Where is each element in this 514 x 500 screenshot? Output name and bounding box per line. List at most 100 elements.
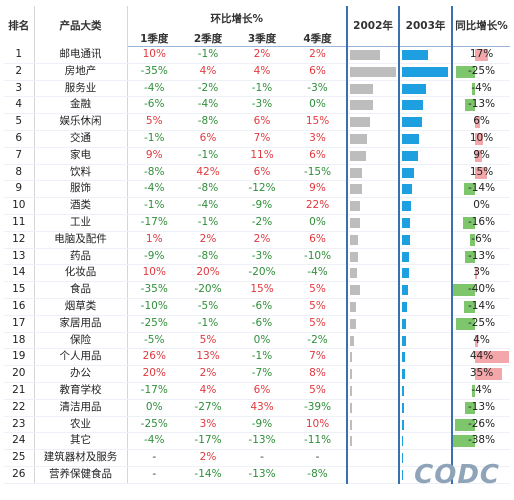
yoy-cell [452,449,511,467]
quarter-cell: 6% [289,147,348,165]
quarter-cell: 4% [181,63,235,81]
yoy-bar [464,183,476,196]
category-cell: 邮电通讯 [34,46,128,64]
bar-2003 [402,369,406,380]
bar-2002-cell [346,164,400,182]
bar-2003 [402,402,405,413]
table-row: 19 个人用品 26% 13% -1% 7% 44% [4,348,511,367]
quarter-cell: 6% [235,113,289,131]
yoy-bar [465,250,476,263]
quarter-cell: -1% [235,348,289,367]
rank-cell: 3 [4,80,35,98]
quarter-cell: -1% [181,46,235,64]
category-cell: 交通 [34,130,128,148]
quarter-cell: 5% [289,281,348,299]
bar-2003-cell [398,399,454,417]
quarter-cell: -7% [235,365,289,383]
yoy-value: -38% [467,434,496,447]
bar-2003-cell [398,197,454,215]
table-row: 1 邮电通讯 10% -1% 2% 2% 17% [4,46,511,64]
yoy-cell: 3% [452,264,511,283]
yoy-value: -25% [467,64,496,77]
bar-2002-cell [346,432,400,451]
bar-2002-cell [346,264,400,283]
quarter-cell: -1% [235,80,289,98]
bar-2003 [402,184,413,195]
bar-2003 [402,335,407,346]
quarter-cell: -4% [127,180,181,199]
bar-2002-cell [346,96,400,115]
table-row: 13 药品 -9% -8% -3% -10% -13% [4,248,511,266]
yoy-bar [452,435,476,448]
bar-2003-cell [398,130,454,148]
rank-cell: 22 [4,399,35,417]
bar-2003 [402,50,429,60]
bar-2002-cell [346,348,400,367]
quarter-cell: -4% [289,264,348,283]
table-row: 16 烟草类 -10% -5% -6% 5% -14% [4,298,511,316]
bar-2002 [350,352,353,363]
category-header: 产品大类 [34,6,128,47]
bar-2003-cell [398,80,454,98]
yoy-cell: -25% [452,63,511,81]
yoy-bar [475,132,484,145]
yoy-cell: 15% [452,164,511,182]
yoy-value: -16% [467,215,496,228]
bar-2002-cell [346,332,400,350]
yoy-cell: -40% [452,281,511,299]
bar-2003 [402,251,410,262]
quarter-cell: -8% [181,180,235,199]
category-cell: 食品 [34,281,128,299]
quarter-cell: -1% [181,214,235,232]
bar-2002 [350,217,361,228]
yoy-cell: -13% [452,248,511,266]
quarter-cell: 5% [289,298,348,316]
yoy-value: 6% [473,115,490,128]
bar-2003 [402,117,423,128]
bar-2002 [350,83,374,94]
yoy-cell: 6% [452,113,511,131]
yoy-value: -4% [471,383,492,396]
quarter-header-1: 1季度 [127,32,181,47]
bar-2003 [402,469,404,480]
yoy-cell: -4% [452,382,511,400]
quarter-cell: 7% [289,348,348,367]
yoy-bar [452,284,476,297]
yoy-value: 35% [469,367,494,380]
bar-2003-cell [398,113,454,131]
quarter-cell: 5% [181,332,235,350]
yoy-cell: -13% [452,399,511,417]
table-row: 2 房地产 -35% 4% 4% 6% -25% [4,63,511,81]
rank-cell: 18 [4,332,35,350]
yoy-bar [456,65,476,78]
yoy-bar [463,216,476,229]
bar-2002 [350,369,353,380]
yoy-bar [464,300,476,313]
quarter-cell: 8% [289,365,348,383]
table-row: 17 家居用品 -25% -1% -6% 5% -25% [4,315,511,333]
category-cell: 家电 [34,147,128,165]
rank-cell: 5 [4,113,35,131]
quarter-cell: 9% [127,147,181,165]
bar-2002-cell [346,147,400,165]
quarter-cell: -6% [127,96,181,115]
quarter-cell: 3% [181,416,235,434]
rank-cell: 21 [4,382,35,400]
bar-2003-cell [398,449,454,467]
quarter-cell: -8% [181,113,235,131]
table-row: 3 服务业 -4% -2% -1% -3% -4% [4,80,511,98]
quarter-cell: -10% [289,248,348,266]
bar-2002 [350,419,353,430]
yoy-cell: 44% [452,348,511,367]
quarter-cell: -9% [235,197,289,215]
bar-2003-cell [398,382,454,400]
quarter-header-4: 4季度 [289,32,348,47]
rank-cell: 6 [4,130,35,148]
bar-2003 [402,217,411,228]
category-cell: 农业 [34,416,128,434]
quarter-cell: -4% [127,432,181,451]
quarter-cell: -14% [181,466,235,484]
quarter-cell: -17% [181,432,235,451]
quarter-cell: - [235,449,289,467]
category-cell: 家居用品 [34,315,128,333]
